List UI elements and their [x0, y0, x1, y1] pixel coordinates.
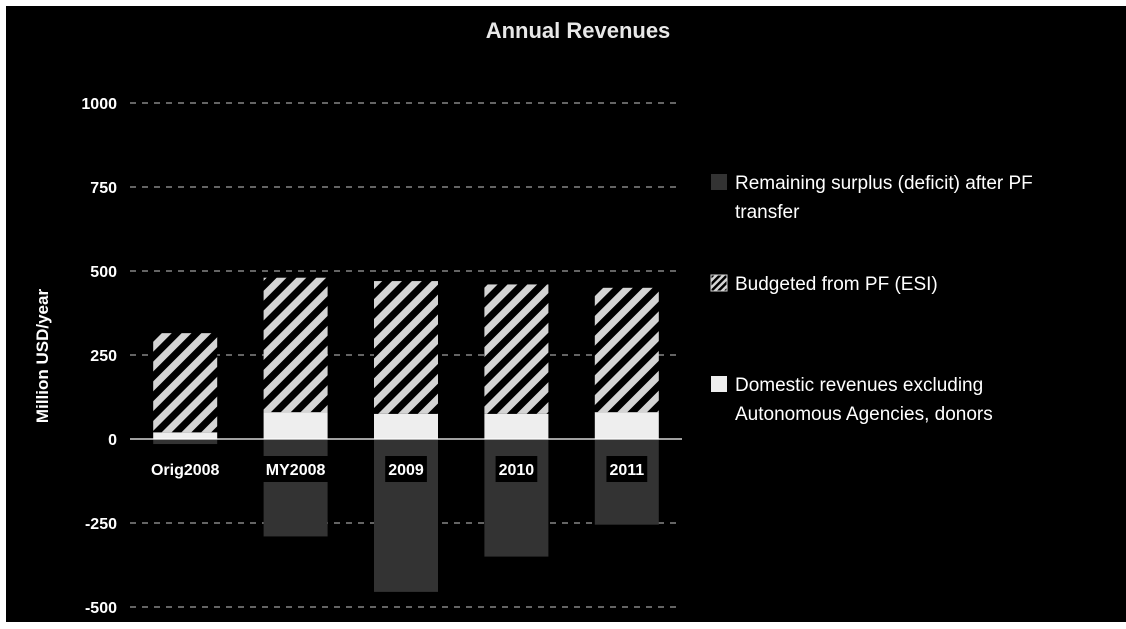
category-label-group: 2011 [606, 456, 648, 482]
bar-domestic-revenues [263, 412, 328, 439]
bar-domestic-revenues [374, 413, 438, 439]
bar-remaining-surplus [263, 439, 328, 537]
category-label-background [385, 456, 427, 482]
y-tick-label: 750 [90, 180, 117, 197]
y-tick-label: -500 [85, 600, 117, 617]
legend-label: transfer [735, 202, 800, 223]
category-label: Orig2008 [151, 462, 220, 479]
category-label: 2011 [609, 462, 644, 479]
category-label-group: Orig2008 [147, 456, 223, 482]
category-label-group: MY2008 [262, 456, 329, 482]
legend-label: Remaining surplus (deficit) after PF [735, 173, 1033, 194]
legend: Remaining surplus (deficit) after PF tran… [710, 173, 1033, 425]
y-tick-label: 250 [90, 348, 117, 365]
category-label: MY2008 [266, 462, 326, 479]
bar-budgeted-from-pf [594, 287, 659, 413]
category-label: 2009 [388, 462, 424, 479]
legend-entry: Remaining surplus (deficit) after PF tran… [711, 173, 1033, 223]
category-label-group: 2010 [495, 456, 538, 482]
y-axis-ticks: 1000 750 500 250 0 -250 -500 [81, 96, 117, 617]
bars [153, 277, 659, 592]
bar-budgeted-from-pf [374, 281, 438, 414]
category-label-background [606, 456, 648, 482]
chart-background [6, 6, 1126, 622]
bar-budgeted-from-pf [484, 284, 549, 414]
y-axis-label: Million USD/year [33, 289, 52, 424]
legend-swatch [710, 274, 728, 292]
legend-label: Autonomous Agencies, donors [735, 404, 993, 425]
bar-remaining-surplus [153, 439, 218, 445]
y-tick-label: 0 [108, 432, 117, 449]
category-label: 2010 [499, 462, 535, 479]
bar-domestic-revenues [484, 413, 549, 439]
category-labels: Orig2008 MY2008 2009 2010 2011 [147, 456, 648, 482]
y-tick-label: -250 [85, 516, 117, 533]
category-label-background [495, 456, 538, 482]
bar-budgeted-from-pf [263, 277, 328, 413]
y-tick-label: 1000 [81, 96, 117, 113]
bar-budgeted-from-pf [153, 333, 218, 433]
category-label-background [262, 456, 329, 482]
legend-label: Budgeted from PF (ESI) [735, 274, 938, 295]
legend-swatch [711, 376, 727, 392]
chart-title: Annual Revenues [486, 18, 671, 43]
legend-swatch [711, 174, 727, 190]
bar-domestic-revenues [594, 412, 659, 439]
y-tick-label: 500 [90, 264, 117, 281]
category-label-group: 2009 [385, 456, 427, 482]
legend-entry: Budgeted from PF (ESI) [710, 274, 938, 295]
legend-label: Domestic revenues excluding [735, 375, 983, 396]
bar-domestic-revenues [153, 432, 218, 439]
legend-entry: Domestic revenues excluding Autonomous Ag… [711, 375, 993, 425]
category-label-background [147, 456, 223, 482]
